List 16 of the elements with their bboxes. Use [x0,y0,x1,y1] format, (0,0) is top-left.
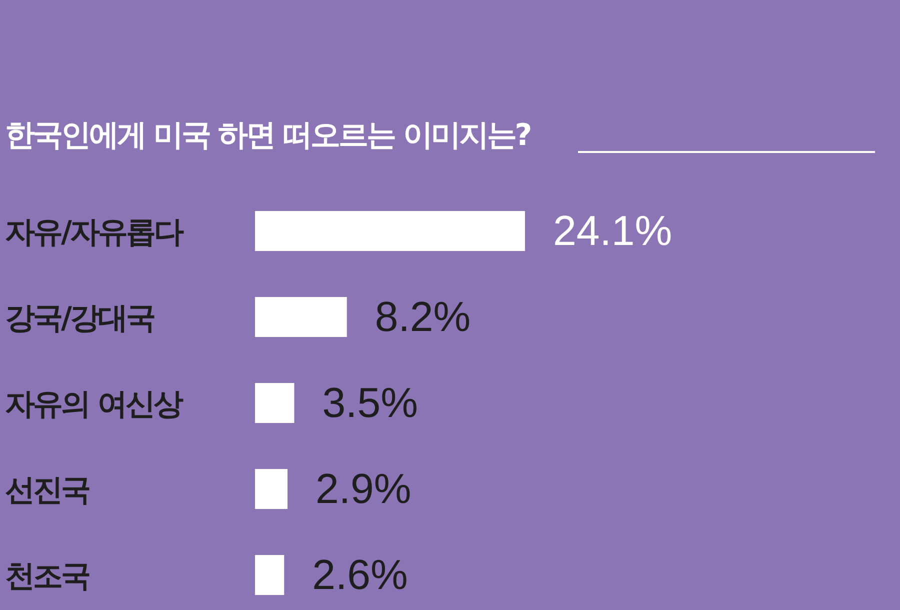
bar [255,469,288,509]
data-label: 2.9% [315,465,412,512]
data-label: 2.6% [312,551,408,598]
bar [255,297,347,337]
bar [255,383,294,423]
y-tick-label: 선진국 [5,473,90,508]
data-label: 24.1% [553,207,672,254]
y-tick-label: 자유/자유롭다 [5,215,184,250]
data-label: 3.5% [322,379,418,426]
y-tick-label: 천조국 [5,559,90,594]
bar [255,211,525,251]
y-tick-label: 자유의 여신상 [5,387,184,422]
data-label: 8.2% [374,293,471,340]
y-tick-label: 강국/강대국 [5,301,155,336]
chart-title: 한국인에게 미국 하면 떠오르는 이미지는? [5,117,530,155]
bar [255,555,284,595]
